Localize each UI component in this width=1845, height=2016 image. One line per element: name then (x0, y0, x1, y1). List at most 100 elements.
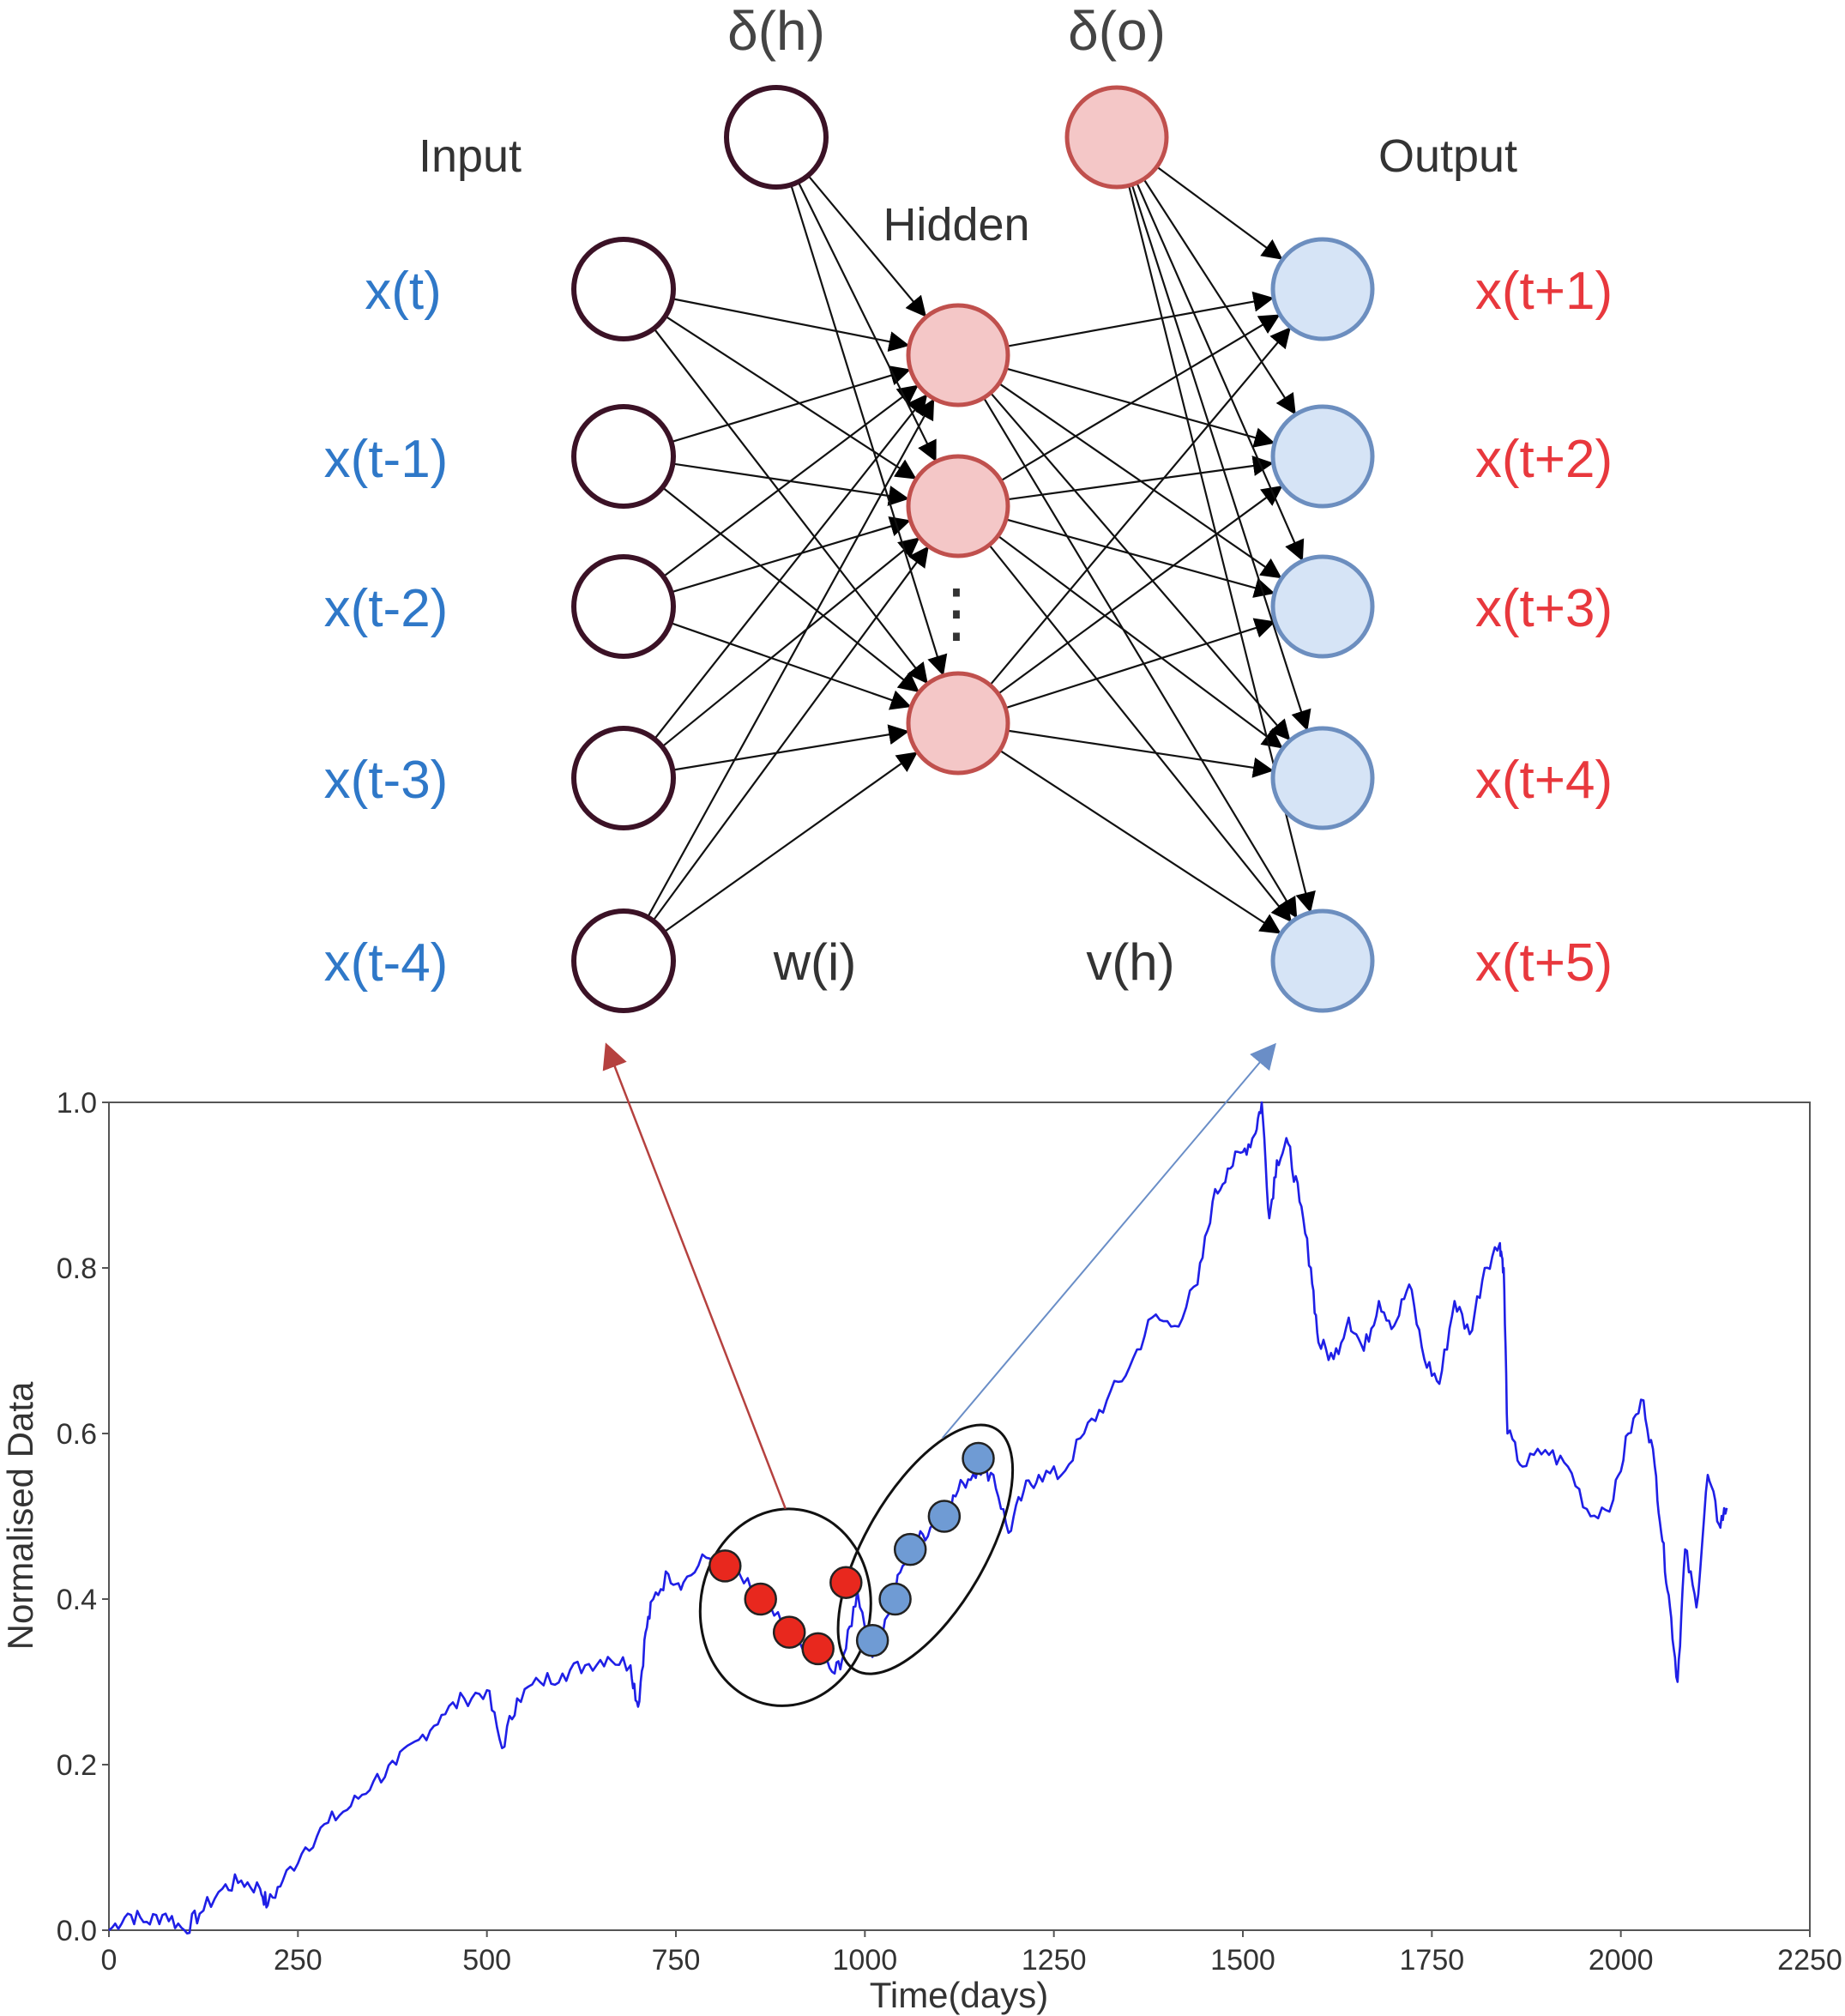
x-tick-label: 2250 (1777, 1944, 1842, 1977)
input-hidden-connection (647, 398, 935, 918)
input-hidden-connection (672, 724, 910, 771)
input-weights-label: w(i) (773, 933, 857, 991)
hidden-output-connection (998, 486, 1283, 695)
input-label: x(t-2) (324, 579, 449, 638)
x-tick-label: 0 (101, 1944, 118, 1977)
x-tick-label: 1250 (1022, 1944, 1087, 1977)
bias-output-node (1064, 85, 1169, 190)
bias-hidden-connection (807, 174, 927, 317)
input-window-point (708, 1549, 742, 1583)
hidden-output-connection (997, 534, 1283, 749)
bias-hidden-node (724, 85, 829, 190)
hidden-header: Hidden (883, 199, 1029, 250)
input-window-point (744, 1582, 777, 1616)
hidden-output-connection (1007, 456, 1274, 501)
input-label: x(t-1) (324, 430, 449, 489)
output-window-point (878, 1582, 912, 1616)
output-node (1270, 908, 1375, 1013)
input-node (571, 404, 676, 509)
input-window-point (829, 1566, 863, 1599)
input-label: x(t-4) (324, 933, 449, 993)
series-line (108, 1101, 1728, 1935)
input-hidden-connection (672, 298, 910, 352)
input-window-arrow (602, 1042, 787, 1510)
output-node (1270, 404, 1375, 509)
bias-hidden-connection (790, 184, 948, 676)
output-window-point (927, 1500, 962, 1533)
output-window-point (962, 1441, 995, 1476)
x-tick-label: 1000 (833, 1944, 898, 1977)
input-hidden-connection (663, 751, 919, 933)
input-node (571, 908, 676, 1013)
input-hidden-connection (653, 328, 928, 685)
hidden-output-connection (1006, 291, 1275, 347)
bias-hidden-label: δ(h) (727, 0, 825, 62)
input-hidden-connection (652, 546, 929, 921)
output-node (1270, 554, 1375, 659)
y-axis-label: Normalised Data (0, 1381, 40, 1650)
x-tick-label: 1750 (1400, 1944, 1465, 1977)
input-hidden-connection (671, 516, 911, 594)
x-tick-label: 250 (274, 1944, 323, 1977)
bias-output-connection (1156, 166, 1283, 260)
input-hidden-connection (670, 622, 912, 710)
window-connector-arrows (602, 1042, 1276, 1510)
bias-output-connection (1131, 184, 1311, 732)
output-node (1270, 237, 1375, 341)
output-weights-label: v(h) (1086, 933, 1174, 991)
highlighted-windows (698, 1423, 1015, 1707)
input-label: x(t-3) (324, 751, 449, 810)
data-series (108, 1101, 1728, 1935)
y-tick-label: 0.4 (57, 1584, 97, 1616)
input-header: Input (419, 130, 522, 182)
x-tick-label: 750 (652, 1944, 701, 1977)
x-axis-ticks: 0 250 500 750 1000 1250 1500 1750 2000 2250 (101, 1930, 1842, 1977)
input-hidden-connection (661, 486, 919, 693)
output-window-point (893, 1532, 927, 1566)
input-hidden-connection (654, 394, 928, 740)
hidden-output-connection (998, 383, 1282, 579)
input-hidden-connection (671, 365, 911, 444)
neural-network-diagram: Input Hidden Output δ(h) δ(o) w(i) v(h) … (324, 0, 1613, 1013)
y-tick-label: 0.2 (57, 1749, 97, 1782)
x-tick-label: 2000 (1589, 1944, 1654, 1977)
hidden-output-connection (990, 392, 1291, 741)
x-tick-label: 500 (462, 1944, 511, 1977)
hidden-output-connection (1000, 314, 1281, 482)
hidden-output-connection (988, 544, 1292, 923)
input-hidden-connection (661, 537, 920, 748)
output-window-ellipse (836, 1423, 1015, 1675)
hidden-node (906, 303, 1010, 407)
x-axis-label: Time(days) (870, 1975, 1048, 2015)
output-node (1270, 726, 1375, 830)
output-label: x(t+5) (1475, 933, 1613, 993)
hidden-node (906, 454, 1010, 558)
input-window-ellipse (698, 1507, 872, 1707)
hidden-ellipsis: ⋮ (924, 576, 989, 649)
output-label: x(t+1) (1475, 262, 1613, 321)
y-tick-label: 0.8 (57, 1252, 97, 1285)
time-series-chart: 0 250 500 750 1000 1250 1500 1750 2000 2250 0.0 0.… (0, 1042, 1842, 2015)
output-window-arrow (942, 1042, 1276, 1439)
x-tick-label: 1500 (1210, 1944, 1275, 1977)
y-tick-label: 0.0 (57, 1915, 97, 1947)
output-label: x(t+2) (1475, 430, 1613, 489)
hidden-output-connection (1005, 518, 1275, 598)
hidden-output-connection (1004, 618, 1276, 709)
input-hidden-connection (662, 384, 919, 578)
input-label: x(t) (365, 262, 442, 321)
input-node (571, 237, 676, 341)
y-axis-ticks: 0.0 0.2 0.4 0.6 0.8 1.0 (57, 1087, 109, 1947)
output-header: Output (1378, 130, 1517, 182)
output-window-point (855, 1624, 889, 1657)
input-node (571, 554, 676, 659)
bias-output-connection (1143, 178, 1296, 415)
hidden-output-connection (989, 327, 1291, 686)
hidden-output-connection (982, 397, 1298, 919)
output-label: x(t+3) (1475, 579, 1613, 638)
hidden-output-connection (998, 749, 1281, 934)
y-tick-label: 0.6 (57, 1418, 97, 1451)
bias-output-label: δ(o) (1068, 0, 1166, 62)
hidden-node (906, 671, 1010, 776)
